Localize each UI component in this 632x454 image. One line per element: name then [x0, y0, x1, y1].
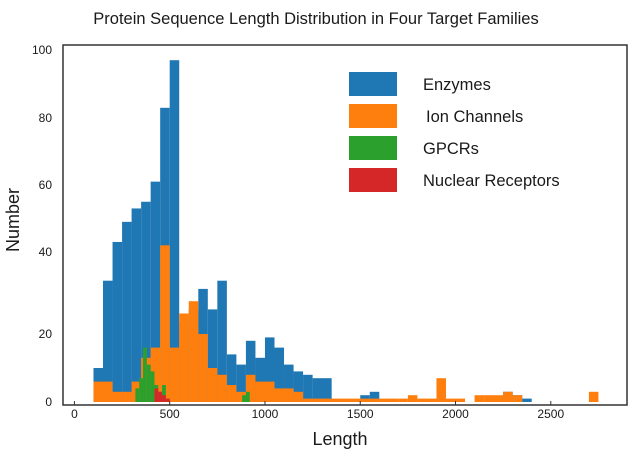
bar-gpcrs [143, 347, 147, 402]
y-tick-label: 40 [39, 245, 53, 259]
legend-label-ion-channels: Ion Channels [426, 108, 523, 126]
x-tick-label: 2500 [537, 407, 564, 421]
bar-ion-channels [445, 398, 466, 402]
bar-enzymes [274, 347, 285, 402]
y-tick-label: 60 [39, 178, 53, 192]
bar-ion-channels [436, 378, 446, 402]
bar-ion-channels [398, 398, 408, 402]
bar-ion-channels [360, 398, 370, 402]
bar-enzymes [112, 241, 123, 402]
x-axis-ticks: 0 500 1000 1500 2000 2500 [71, 401, 564, 421]
bar-gpcrs [135, 388, 140, 402]
bar-enzymes [226, 354, 237, 402]
bar-enzymes [245, 340, 256, 402]
bar-enzymes [122, 221, 132, 402]
bar-ion-channels [503, 391, 513, 402]
bar-ion-channels [217, 374, 227, 402]
bar-ion-channels [179, 313, 189, 402]
bar-ion-channels [226, 385, 237, 402]
bar-ion-channels [379, 398, 399, 402]
bar-gpcrs [245, 391, 250, 402]
x-tick-label: 2000 [442, 407, 469, 421]
bar-nuclear-receptors [158, 391, 163, 402]
bar-ion-channels [303, 398, 313, 402]
y-tick-label: 20 [39, 327, 53, 341]
bar-ion-channels [284, 388, 294, 402]
bar-ion-channels [150, 347, 161, 402]
bar-ion-channels [274, 388, 285, 402]
bar-ion-channels [369, 398, 380, 402]
bar-gpcrs [146, 364, 151, 402]
bar-enzymes [103, 280, 113, 402]
bar-enzymes [255, 357, 265, 402]
legend-swatch-gpcrs [349, 136, 397, 160]
bar-ion-channels [198, 334, 208, 402]
bar-ion-channels [417, 398, 437, 402]
legend-label-enzymes: Enzymes [423, 76, 491, 94]
legend: Enzymes Ion Channels GPCRs Nuclear Receptor… [349, 72, 560, 192]
bar-ion-channels [484, 395, 504, 402]
bar-enzymes [217, 280, 227, 402]
bar-ion-channels [407, 395, 418, 402]
bar-ion-channels [245, 374, 256, 402]
bar-enzymes [369, 391, 380, 402]
y-tick-label: 0 [45, 395, 52, 409]
bar-enzymes [150, 181, 161, 402]
bar-enzymes [169, 60, 180, 402]
bar-ion-channels [588, 391, 599, 402]
bar-enzymes [264, 337, 275, 402]
bar-ion-channels [255, 381, 265, 402]
x-tick-label: 500 [160, 407, 180, 421]
bar-nuclear-receptors [154, 388, 159, 402]
bar-ion-channels [474, 395, 485, 402]
chart-title: Protein Sequence Length Distribution in … [93, 10, 538, 28]
series-ion-channels [93, 245, 599, 402]
bar-ion-channels [122, 391, 132, 402]
legend-swatch-enzymes [349, 72, 397, 96]
bar-enzymes [131, 208, 142, 402]
x-tick-label: 0 [71, 407, 78, 421]
bar-enzymes [303, 374, 313, 402]
legend-label-nuclear-receptors: Nuclear Receptors [423, 172, 560, 190]
bar-enzymes [236, 364, 246, 402]
bar-ion-channels [512, 395, 523, 402]
bar-ion-channels [293, 391, 304, 402]
bar-ion-channels [312, 398, 361, 402]
bar-ion-channels [188, 301, 199, 402]
legend-swatch-ion-channels [349, 104, 397, 128]
bar-ion-channels [207, 368, 218, 402]
x-axis-title: Length [312, 429, 367, 449]
bar-enzymes [141, 201, 151, 402]
bar-ion-channels [236, 391, 246, 402]
bar-nuclear-receptors [165, 398, 170, 402]
y-tick-label: 80 [39, 111, 53, 125]
bar-gpcrs [150, 371, 155, 402]
x-tick-label: 1500 [347, 407, 374, 421]
bar-enzymes [293, 371, 304, 402]
bars-layer [93, 60, 599, 403]
bar-enzymes [312, 378, 332, 402]
series-nuclear-receptors [154, 388, 170, 402]
legend-swatch-nuclear-receptors [349, 168, 397, 192]
y-axis-title: Number [3, 188, 23, 252]
bar-ion-channels [112, 391, 123, 402]
y-tick-label: 100 [32, 43, 52, 57]
y-axis-ticks: 0 20 40 60 80 100 [32, 43, 52, 409]
plot-frame [62, 44, 628, 406]
bar-gpcrs [242, 395, 246, 402]
bar-gpcrs [139, 378, 144, 402]
bar-ion-channels [93, 381, 104, 402]
bar-enzymes [207, 309, 218, 402]
bar-ion-channels [264, 381, 275, 402]
bar-enzymes [522, 398, 532, 402]
bar-ion-channels [160, 245, 170, 402]
bar-ion-channels [169, 347, 180, 402]
x-tick-label: 1000 [252, 407, 279, 421]
bar-gpcrs [162, 385, 166, 402]
bar-enzymes [284, 364, 294, 402]
bar-ion-channels [103, 381, 113, 402]
bar-nuclear-receptors [162, 395, 166, 402]
legend-label-gpcrs: GPCRs [423, 140, 479, 158]
